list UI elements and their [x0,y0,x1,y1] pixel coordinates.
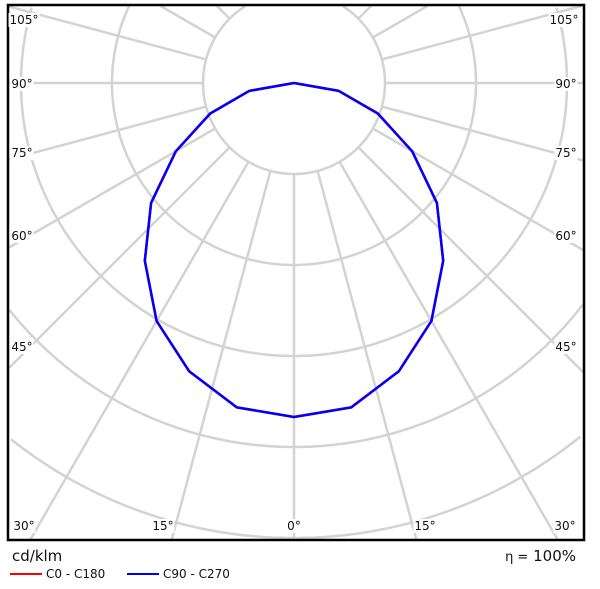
angle-label-left-30: 30° [12,519,36,533]
angle-label-right-45: 45° [554,340,578,354]
grid-spoke [381,4,582,61]
polar-grid [8,4,584,540]
legend-label: C90 - C270 [163,567,230,581]
angle-label-left-90: 90° [10,77,34,91]
grid-ring [201,5,294,176]
angle-label-right-30: 30° [553,519,577,533]
efficiency-value: 100% [533,547,576,565]
grid-spoke [372,4,429,39]
legend-swatch-red [10,573,42,575]
grid-ring [19,7,294,358]
angle-label-right-105: 105° [548,13,580,27]
angle-label-left-105: 105° [8,13,40,27]
grid-spoke [29,161,250,540]
grid-ring [294,5,478,267]
unit-label: cd/klm [12,547,63,565]
legend-swatch-blue [127,573,159,575]
grid-spoke [8,127,216,249]
plot-frame [6,3,586,542]
grid-spoke [357,5,372,20]
grid-spoke [357,146,584,373]
angle-label-bottom-15-right: 15° [413,519,437,533]
grid-ring [294,5,387,176]
angle-label-left-45: 45° [10,340,34,354]
efficiency-readout: η = 100% [505,548,576,566]
efficiency-symbol: η = [505,550,529,565]
grid-ring [294,7,569,358]
grid-spoke [372,127,584,251]
grid-spoke [216,5,231,20]
angle-label-right-90: 90° [554,77,578,91]
curves [143,81,445,419]
legend-item-c90: C90 - C270 [127,567,230,581]
angle-label-bottom-0: 0° [286,519,302,533]
grid-ring [294,303,584,449]
angle-label-right-60: 60° [554,229,578,243]
grid-spoke [381,105,584,162]
angle-label-left-60: 60° [10,229,34,243]
grid-spoke [8,146,231,369]
angle-label-right-75: 75° [554,146,578,160]
legend-item-c0: C0 - C180 [10,567,105,581]
grid-ring [294,435,582,540]
grid-spoke [338,161,559,540]
curve-c90-c270 [143,81,445,419]
grid-spoke [316,170,418,540]
angle-label-left-75: 75° [10,146,34,160]
grid-spoke [8,105,207,161]
grid-ring [110,5,294,267]
legend-label: C0 - C180 [46,567,106,581]
grid-spoke [170,170,272,540]
grid-ring [10,438,294,540]
grid-ring [8,308,294,449]
grid-spoke [8,5,207,61]
angle-label-bottom-15-left: 15° [151,519,175,533]
grid-spoke [159,4,216,39]
